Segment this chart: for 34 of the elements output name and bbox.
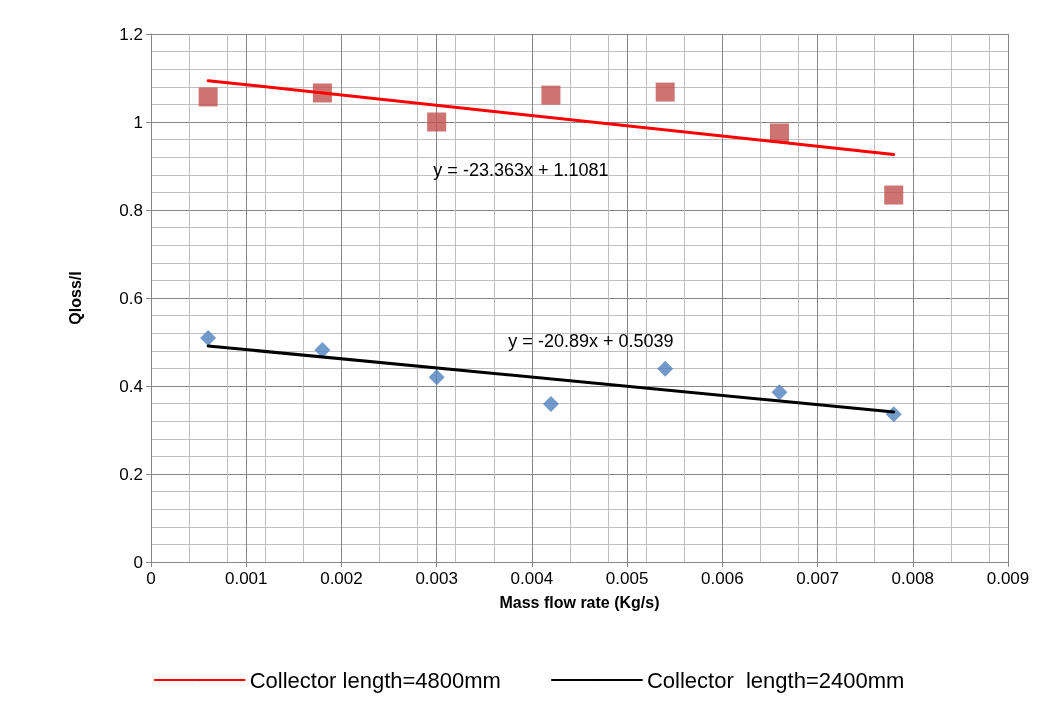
x-tick-label: 0 (146, 569, 156, 588)
y-tick-label: 1 (133, 112, 143, 132)
annotation: y = -20.89x + 0.5039 (508, 330, 674, 351)
y-tick-label: 0 (133, 552, 143, 572)
point (655, 82, 675, 102)
x-tick-label: 0.001 (224, 569, 268, 588)
point (657, 360, 674, 377)
x-tick-label: 0.008 (891, 569, 935, 588)
x-tick-label: 0.003 (415, 569, 458, 588)
point (198, 87, 218, 107)
y-tick-label: 1.2 (119, 24, 143, 44)
point (542, 396, 559, 413)
x-axis-title: Mass flow rate (Kg/s) (499, 593, 660, 611)
y-tick-label: 0.4 (119, 376, 143, 396)
point (428, 369, 445, 386)
y-tick-label: 0.6 (119, 288, 143, 308)
point (314, 341, 331, 358)
x-tick-label: 0.002 (320, 569, 363, 588)
point (200, 330, 217, 347)
x-tick-label: 0.004 (510, 569, 554, 588)
x-tick-label: 0.006 (701, 569, 744, 588)
point (771, 384, 788, 401)
legend-label: Collector length=4800mm (249, 667, 501, 693)
y-axis-title: Qloss/I (66, 271, 84, 325)
y-tick-label: 0.8 (119, 200, 143, 220)
x-tick-label: 0.009 (986, 569, 1030, 588)
x-tick-label: 0.005 (605, 569, 649, 588)
x-tick-label: 0.007 (796, 569, 839, 588)
annotation: y = -23.363x + 1.1081 (433, 159, 609, 180)
point (884, 185, 904, 205)
legend-label: Collector length=2400mm (646, 667, 905, 693)
point (427, 112, 447, 132)
point (541, 85, 561, 105)
y-tick-label: 0.2 (119, 464, 143, 484)
